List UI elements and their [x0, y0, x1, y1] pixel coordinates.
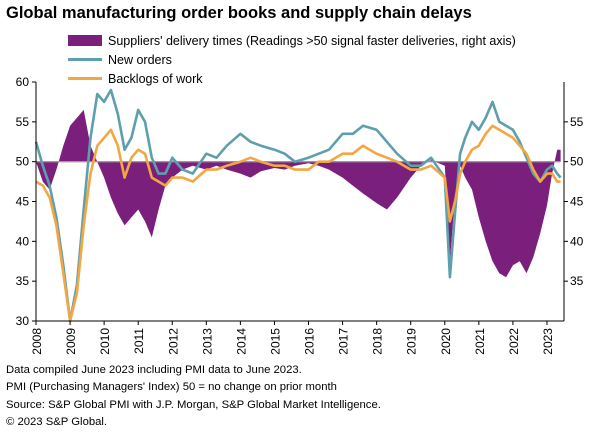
x-tick-label: 2009	[64, 328, 78, 355]
x-tick-label: 2008	[30, 328, 44, 355]
y-left-tick-label: 45	[16, 195, 30, 209]
legend-label-delivery-times: Suppliers' delivery times (Readings >50 …	[108, 33, 516, 48]
chart-legend: Suppliers' delivery times (Readings >50 …	[68, 31, 516, 88]
x-tick-label: 2023	[541, 328, 555, 355]
x-tick-label: 2011	[132, 328, 146, 354]
x-tick-label: 2016	[303, 328, 317, 355]
y-right-tick-label: 45	[570, 195, 584, 209]
series-line-new-orders	[34, 88, 562, 323]
y-left-tick-label: 60	[16, 75, 30, 89]
x-tick-label: 2019	[405, 328, 419, 355]
y-right-tick-label: 55	[570, 115, 584, 129]
y-left-tick-label: 50	[16, 155, 30, 169]
note-pmi-definition: PMI (Purchasing Managers' Index) 50 = no…	[6, 381, 337, 394]
x-tick-label: 2014	[234, 328, 248, 355]
x-tick-label: 2012	[166, 328, 180, 355]
series-line-backlogs	[35, 124, 561, 323]
legend-item-backlogs: Backlogs of work	[68, 69, 516, 88]
legend-item-new-orders: New orders	[68, 50, 516, 69]
y-left-tick-label: 30	[16, 314, 30, 328]
x-tick-label: 2021	[473, 328, 487, 355]
legend-label-backlogs: Backlogs of work	[108, 71, 203, 86]
legend-label-new-orders: New orders	[108, 52, 172, 67]
x-tick-label: 2010	[98, 328, 112, 355]
note-copyright: © 2023 S&P Global.	[6, 415, 108, 428]
y-left-tick-label: 40	[16, 234, 30, 248]
x-tick-label: 2015	[268, 328, 282, 355]
x-tick-label: 2017	[337, 328, 351, 355]
legend-swatch-new-orders	[68, 58, 102, 61]
chart-notes: Data compiled June 2023 including PMI da…	[6, 362, 381, 431]
legend-swatch-backlogs	[68, 77, 102, 80]
note-source: Source: S&P Global PMI with J.P. Morgan,…	[6, 398, 381, 411]
x-tick-label: 2013	[200, 328, 214, 355]
x-tick-label: 2022	[507, 328, 521, 355]
chart-title: Global manufacturing order books and sup…	[6, 4, 472, 22]
y-left-tick-label: 35	[16, 274, 30, 288]
y-right-tick-label: 50	[570, 155, 584, 169]
x-tick-label: 2020	[439, 328, 453, 355]
legend-swatch-delivery-times	[68, 35, 102, 46]
legend-item-delivery-times: Suppliers' delivery times (Readings >50 …	[68, 31, 516, 50]
x-tick-label: 2018	[371, 328, 385, 355]
y-right-tick-label: 40	[570, 234, 584, 248]
note-data-compiled: Data compiled June 2023 including PMI da…	[6, 364, 302, 376]
series-area-delivery-times	[36, 109, 561, 278]
y-right-tick-label: 35	[570, 274, 584, 288]
y-left-tick-label: 55	[16, 115, 30, 129]
